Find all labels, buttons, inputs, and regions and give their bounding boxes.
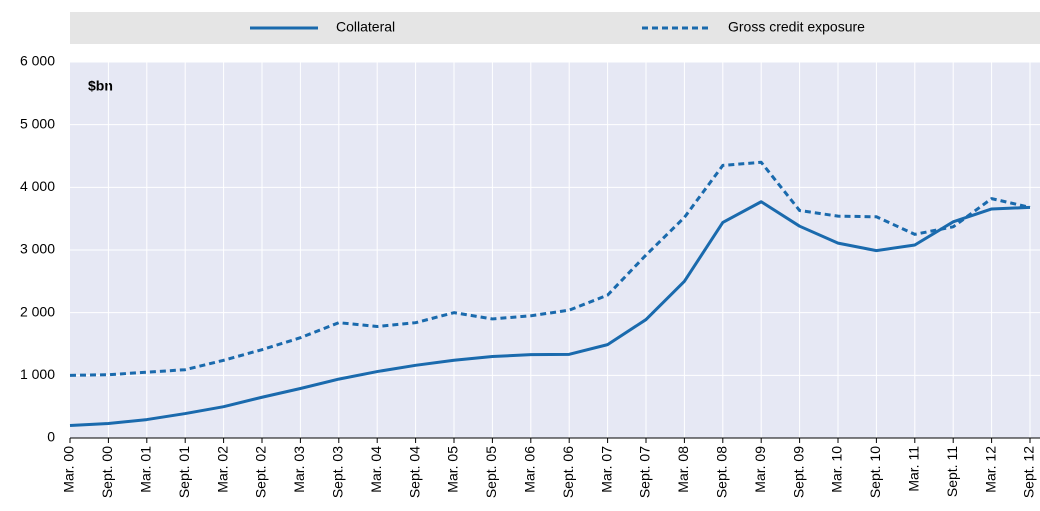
x-tick-label: Sept. 05 xyxy=(483,446,499,498)
x-tick-label: Sept. 12 xyxy=(1021,446,1037,498)
x-tick-label: Mar. 01 xyxy=(138,446,154,493)
x-tick-label: Mar. 03 xyxy=(291,446,307,493)
x-tick-label: Sept. 09 xyxy=(790,446,806,498)
y-tick-label: 4 000 xyxy=(20,178,55,194)
legend-label: Collateral xyxy=(336,19,395,35)
x-tick-label: Mar. 02 xyxy=(214,446,230,493)
x-tick-label: Sept. 10 xyxy=(867,446,883,498)
x-tick-label: Mar. 12 xyxy=(982,446,998,493)
x-tick-label: Mar. 10 xyxy=(829,446,845,493)
x-tick-label: Mar. 08 xyxy=(675,446,691,493)
x-tick-label: Sept. 11 xyxy=(944,446,960,497)
y-tick-label: 2 000 xyxy=(20,303,55,319)
x-tick-label: Mar. 06 xyxy=(522,446,538,493)
x-tick-label: Mar. 05 xyxy=(445,446,461,493)
x-tick-label: Sept. 00 xyxy=(99,446,115,498)
x-tick-label: Sept. 08 xyxy=(714,446,730,498)
unit-annotation: $bn xyxy=(88,78,113,94)
x-tick-label: Mar. 07 xyxy=(598,446,614,493)
x-tick-label: Mar. 04 xyxy=(368,446,384,493)
x-tick-label: Sept. 03 xyxy=(330,446,346,498)
y-tick-label: 1 000 xyxy=(20,366,55,382)
x-tick-label: Sept. 01 xyxy=(176,446,192,498)
y-tick-label: 5 000 xyxy=(20,115,55,131)
y-tick-label: 3 000 xyxy=(20,241,55,257)
series-line xyxy=(69,160,1031,377)
x-tick-label: Mar. 00 xyxy=(61,446,77,493)
x-tick-label: Sept. 06 xyxy=(560,446,576,498)
x-tick-label: Sept. 02 xyxy=(253,446,269,498)
y-tick-label: 6 000 xyxy=(20,53,55,69)
x-tick-label: Sept. 07 xyxy=(637,446,653,498)
x-tick-label: Mar. 11 xyxy=(906,446,922,492)
legend-label: Gross credit exposure xyxy=(728,19,865,35)
series-line xyxy=(69,200,1031,427)
y-tick-label: 0 xyxy=(47,429,55,445)
x-tick-label: Sept. 04 xyxy=(406,446,422,498)
x-tick-label: Mar. 09 xyxy=(752,446,768,493)
legend-band xyxy=(70,12,1040,44)
